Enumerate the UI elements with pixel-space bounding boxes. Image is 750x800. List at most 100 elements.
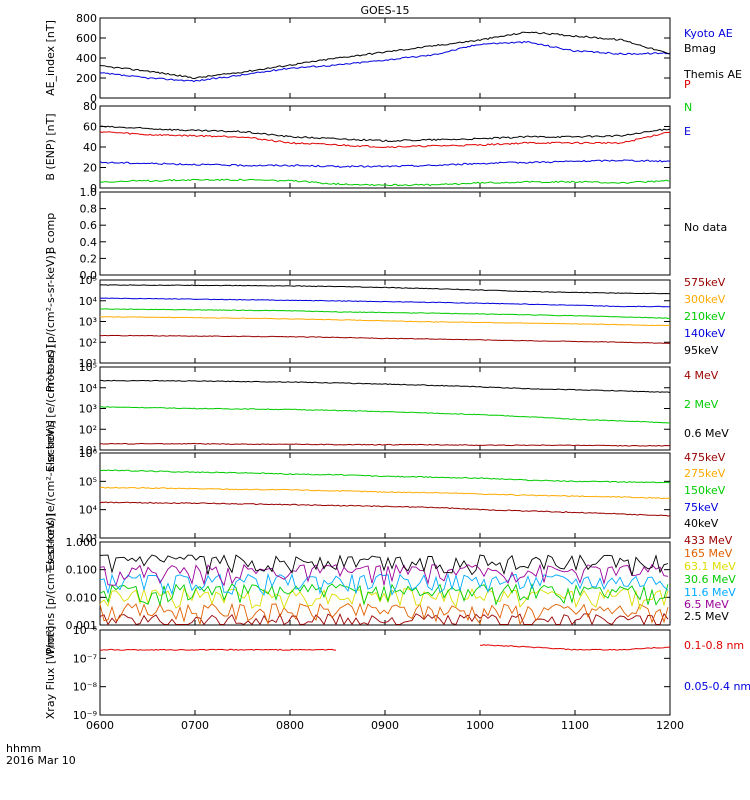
legend-entry: Kyoto AE [684,27,733,40]
y-tick-label: 10⁵ [79,361,97,374]
y-tick-label: 0.4 [80,236,98,249]
y-tick-label: 1.0 [80,186,98,199]
legend-entry: P [684,78,691,91]
y-tick-label: 10¹ [79,357,97,370]
y-axis-label: Xray Flux [W/m²] [44,626,57,719]
panel-electrons1: 10¹ 10² 10³ 10⁴ 10⁵ Electrons [e/(cm²-s-sr)] 4… [44,345,729,472]
series-line [99,469,671,484]
panel-frame [99,541,671,626]
series-line [99,486,671,500]
series-line [100,406,671,424]
y-tick-label: 80 [83,100,97,113]
y-tick-label: 1.000 [66,536,98,549]
panel-ae: 0 200 400 600 800 AE_index [nT] Kyoto AE Themis… [44,12,742,105]
legend-entry: 30.6 MeV [684,573,736,586]
y-tick-label: 20 [83,162,97,175]
y-axis-label: B (ENP) [nT] [44,113,57,180]
y-tick-label: 60 [83,121,97,134]
y-tick-label: 0.6 [80,219,98,232]
legend-entry: 140keV [684,327,726,340]
y-tick-label: 10⁻⁶ [73,624,98,637]
legend-entry: 2 MeV [684,398,719,411]
series-line [99,297,670,308]
y-tick-label: 10⁴ [79,382,98,395]
series-line [99,501,671,517]
x-tick-label: 1200 [656,719,684,732]
plot-title: GOES-15 [360,4,409,17]
panel-frame [99,452,671,539]
panel-frame [99,629,671,716]
legend-entry: 433 MeV [684,534,733,547]
series-line [100,379,671,394]
series-line [99,159,671,168]
series-line [99,648,336,651]
legend-entry: 2.5 MeV [684,610,729,623]
y-tick-label: 0.001 [66,619,98,632]
y-tick-label: 0.2 [80,252,98,265]
x-tick-label: 0700 [181,719,209,732]
y-tick-label: 0 [90,92,97,105]
legend-entry: 63.1 MeV [684,560,736,573]
legend-entry: 11.6 MeV [684,586,736,599]
y-tick-label: 10⁻⁷ [73,652,97,665]
y-axis-label: Electrons [e/(cm²-s-sr-keV)] [44,420,57,571]
legend-entry: 210keV [684,310,726,323]
panel-frame [99,17,671,99]
legend-entry: Bmag [684,42,716,55]
x-tick-label: 0900 [371,719,399,732]
y-tick-label: 10⁴ [79,504,98,517]
legend-entry: 95keV [684,344,719,357]
panel-xray: 10⁻⁹ 10⁻⁸ 10⁻⁷ 10⁻⁶ 0600 0700 0800 0900 1000 1100… [44,624,750,732]
x-tick-label: 1100 [561,719,589,732]
y-axis-label: Protons [p/(cm²-s-sr-keV)] [44,513,57,654]
series-line [99,40,671,83]
y-tick-label: 40 [83,141,97,154]
panel-bfield: 0 20 40 60 80 B (ENP) [nT] Bmag PNE [44,42,716,195]
y-axis-label: AE_index [nT] [44,20,57,96]
series-line [100,442,671,447]
series-line [99,612,669,626]
legend-entry: 575keV [684,276,726,289]
y-tick-label: 0 [90,182,97,195]
series-line [99,563,669,587]
series-line [99,582,669,607]
legend-entry: 165 MeV [684,547,733,560]
y-tick-label: 10⁻⁹ [73,709,97,722]
y-tick-label: 800 [76,12,97,25]
panel-bcomp: 0.0 0.2 0.4 0.6 0.8 1.0 B comp No data [44,186,727,282]
y-tick-label: 10¹ [79,444,97,457]
series-line [479,644,671,651]
legend-entry: 40keV [684,517,719,530]
series-line [99,178,671,187]
series-line [99,31,671,80]
panel-protons2: 0.001 0.010 0.100 1.000 Protons [p/(cm²-s-sr… [44,513,736,654]
y-tick-label: 400 [76,52,97,65]
series-line [99,572,669,596]
y-tick-label: 10⁵ [79,274,97,287]
x-tick-label: 0800 [276,719,304,732]
y-axis-label: B comp [44,213,57,255]
y-axis-label: Electrons [e/(cm²-s-sr)] [44,345,57,472]
series-line [99,554,669,576]
y-tick-label: 10⁵ [79,475,97,488]
y-tick-label: 10³ [79,316,97,329]
y-tick-label: 0.100 [66,564,98,577]
y-tick-label: 10³ [79,403,97,416]
footer-hhmm: hhmm [6,742,41,755]
series-line [99,308,670,319]
no-data-label: No data [684,221,727,234]
series-line [99,131,671,149]
series-line [99,316,671,327]
panel-frame [99,191,671,276]
legend-entry: Themis AE [683,68,742,81]
legend-entry: 4 MeV [684,369,719,382]
legend-entry: 475keV [684,451,726,464]
legend-entry: 0.6 MeV [684,427,729,440]
legend-entry: 0.1-0.8 nm [684,639,744,652]
legend-entry: 6.5 MeV [684,598,729,611]
y-tick-label: 10² [79,336,97,349]
series-line [99,284,671,295]
legend-entry: 0.05-0.4 nm [684,680,750,693]
y-tick-label: 10² [79,423,97,436]
